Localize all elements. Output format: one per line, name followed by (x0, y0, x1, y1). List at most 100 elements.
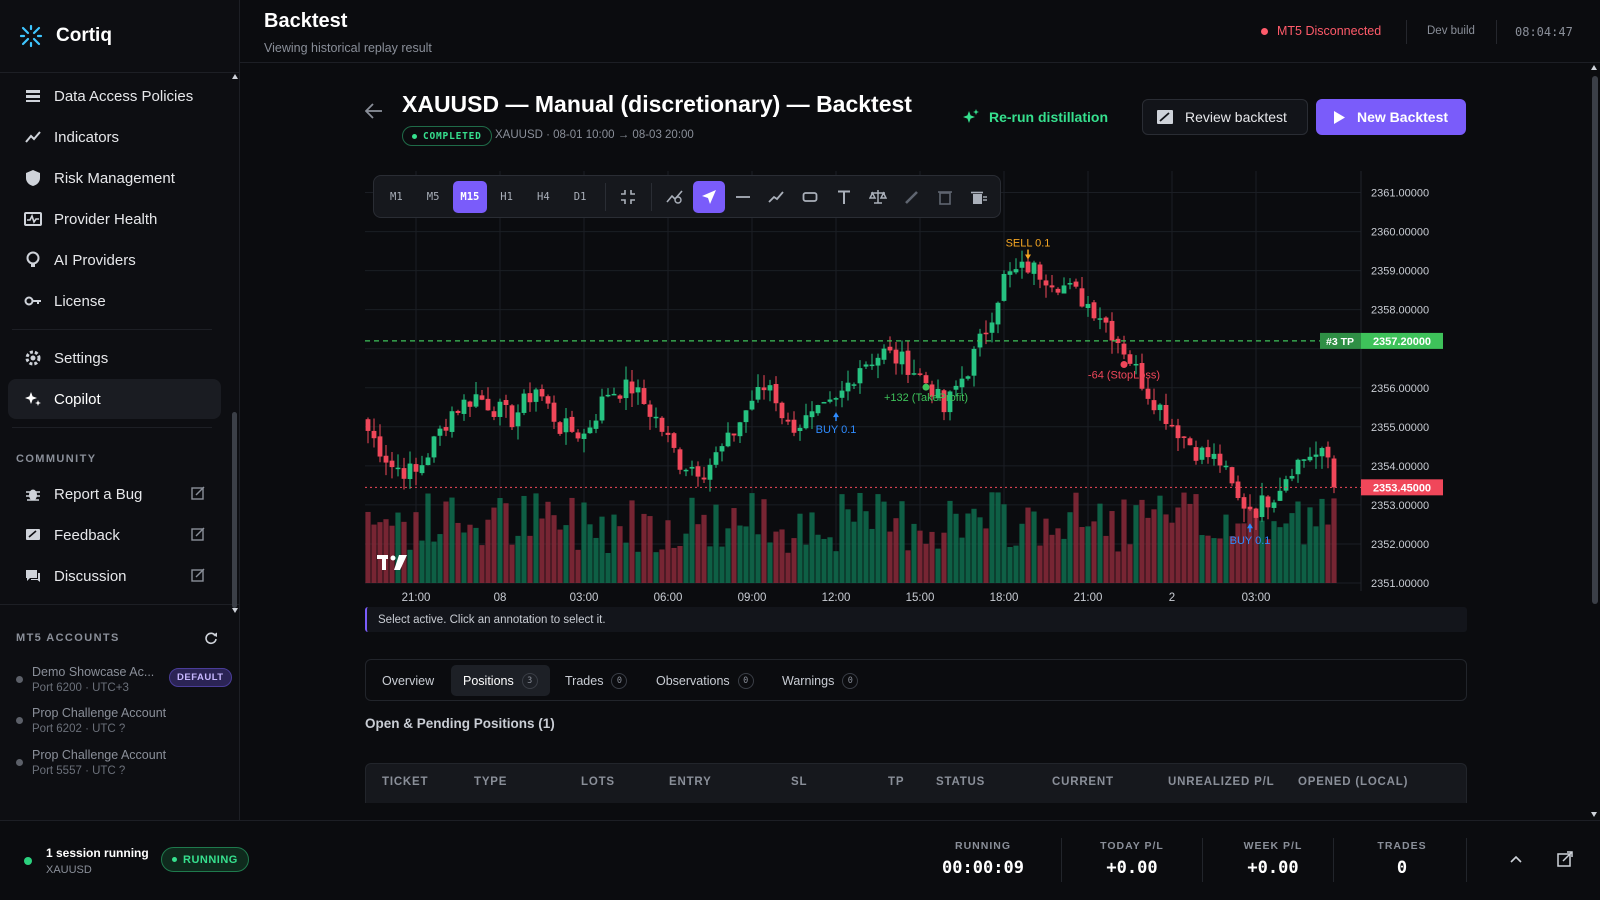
logo-slash (394, 555, 407, 570)
sidebar-item-indicators[interactable]: Indicators (8, 117, 221, 157)
sidebar-item-license[interactable]: License (8, 281, 221, 321)
timeframe-m15[interactable]: M15 (453, 180, 487, 213)
tab-trades[interactable]: Trades 0 (553, 665, 639, 696)
column-header[interactable]: TICKET (382, 776, 429, 788)
candle-body (581, 433, 587, 439)
tab-overview[interactable]: Overview (370, 665, 446, 696)
mt5-status-label: MT5 Disconnected (1277, 24, 1382, 38)
volume-bar (1079, 527, 1085, 583)
candle-body (1079, 288, 1085, 307)
volume-bar (863, 511, 869, 583)
timeframe-m5[interactable]: M5 (426, 190, 440, 203)
brush-tool[interactable] (896, 181, 928, 213)
column-header[interactable]: UNREALIZED P/L (1168, 776, 1275, 788)
sidebar-item-discussion[interactable]: Discussion (8, 556, 221, 596)
sidebar-item-ai-providers[interactable]: AI Providers (8, 240, 221, 280)
trend-line-icon (768, 190, 785, 203)
sidebar-item-risk-management[interactable]: Risk Management (8, 158, 221, 198)
column-header[interactable]: CURRENT (1052, 776, 1114, 788)
main-scroll-thumb[interactable] (1592, 76, 1598, 604)
trend-line-tool[interactable] (761, 181, 793, 213)
volume-bar (839, 494, 845, 583)
column-header[interactable]: TP (888, 776, 905, 788)
sidebar-item-label: Data Access Policies (54, 87, 194, 105)
candles (365, 250, 1337, 530)
volume-bar (1187, 503, 1193, 583)
horizontal-line-tool[interactable] (727, 181, 759, 213)
column-header[interactable]: TYPE (474, 776, 508, 788)
measure-tool[interactable] (862, 181, 894, 213)
rerun-distillation-button[interactable]: Re-run distillation (962, 100, 1108, 134)
candle-body (605, 394, 611, 397)
column-header[interactable]: LOTS (581, 776, 615, 788)
timeframe-d1[interactable]: D1 (573, 190, 587, 203)
candle-body (485, 398, 491, 411)
volume-bar (995, 492, 1001, 583)
status-dot (412, 133, 417, 139)
clear-all-tool[interactable] (963, 181, 995, 213)
refresh-icon[interactable] (204, 631, 218, 645)
account-name: Demo Showcase Ac... (32, 665, 155, 679)
main-content: XAUUSD — Manual (discretionary) — Backte… (240, 63, 1600, 820)
sidebar-scrollbar[interactable] (232, 74, 238, 614)
price-chart[interactable]: #3 TP 2357.20000 2361.00000 2360.00000 2359.… (365, 171, 1467, 601)
tab-positions[interactable]: Positions 3 (451, 665, 550, 696)
volume-bar (497, 498, 503, 583)
candle-body (1253, 508, 1259, 518)
rectangle-tool[interactable] (794, 181, 826, 213)
brand[interactable]: Cortiq (18, 22, 112, 50)
volume-bar (707, 546, 713, 583)
select-tool-button[interactable] (693, 180, 725, 213)
timeframe-h1[interactable]: H1 (500, 190, 513, 203)
indicators-button[interactable] (659, 181, 691, 213)
volume-bar (1115, 551, 1121, 583)
time-tick-label: 08 (494, 592, 507, 601)
account-meta: Port 6202 · UTC ? (32, 723, 126, 735)
main-scrollbar[interactable] (1590, 63, 1598, 818)
sidebar-item-copilot[interactable]: Copilot (8, 379, 221, 419)
last-price-label: 2353.45000 (1373, 482, 1431, 494)
column-header[interactable]: ENTRY (669, 776, 712, 788)
volume-bar (1151, 509, 1157, 583)
tab-observations[interactable]: Observations 0 (644, 665, 766, 696)
sidebar-item-provider-health[interactable]: Provider Health (8, 199, 221, 239)
sidebar-item-settings[interactable]: Settings (8, 338, 221, 378)
column-header[interactable]: SL (791, 776, 808, 788)
volume-bar (1211, 538, 1217, 583)
back-arrow-icon[interactable] (365, 103, 383, 119)
sidebar-item-label: Risk Management (54, 169, 175, 187)
candle-body (1259, 495, 1265, 518)
delete-tool[interactable] (929, 181, 961, 213)
volume-bar (773, 531, 779, 583)
tab-warnings[interactable]: Warnings 0 (770, 665, 870, 696)
external-link-icon[interactable] (1557, 851, 1573, 867)
column-header[interactable]: OPENED (LOCAL) (1298, 776, 1409, 788)
sidebar-scroll-thumb[interactable] (232, 412, 237, 608)
sidebar-item-data-access-policies[interactable]: Data Access Policies (8, 76, 221, 116)
positions-heading: Open & Pending Positions (1) (365, 716, 555, 731)
sparkle-icon (963, 109, 979, 123)
candle-body (1265, 496, 1271, 508)
timeframe-h4[interactable]: H4 (537, 190, 550, 203)
text-tool[interactable] (828, 181, 860, 213)
candle-body (1145, 388, 1151, 399)
new-backtest-button[interactable]: New Backtest (1316, 99, 1466, 135)
last-price-tag (1361, 479, 1443, 496)
fit-screen-button[interactable] (613, 181, 645, 213)
candle-body (713, 452, 719, 465)
volume-bar (983, 528, 989, 583)
review-backtest-button[interactable]: Review backtest (1142, 99, 1308, 135)
sidebar-item-report-a-bug[interactable]: Report a Bug (8, 474, 221, 514)
column-header[interactable]: STATUS (936, 776, 986, 788)
candle-body (875, 357, 881, 366)
sidebar-item-feedback[interactable]: Feedback (8, 515, 221, 555)
timeframe-m1[interactable]: M1 (390, 190, 403, 203)
candle-body (707, 464, 713, 480)
candle-body (437, 428, 443, 436)
volume-bar (797, 513, 803, 583)
candle-body (1247, 506, 1253, 510)
volume-bar (509, 544, 515, 583)
mt5-status[interactable]: MT5 Disconnected (1261, 24, 1381, 38)
chevron-up-icon[interactable] (1510, 855, 1522, 863)
candle-body (869, 364, 875, 367)
